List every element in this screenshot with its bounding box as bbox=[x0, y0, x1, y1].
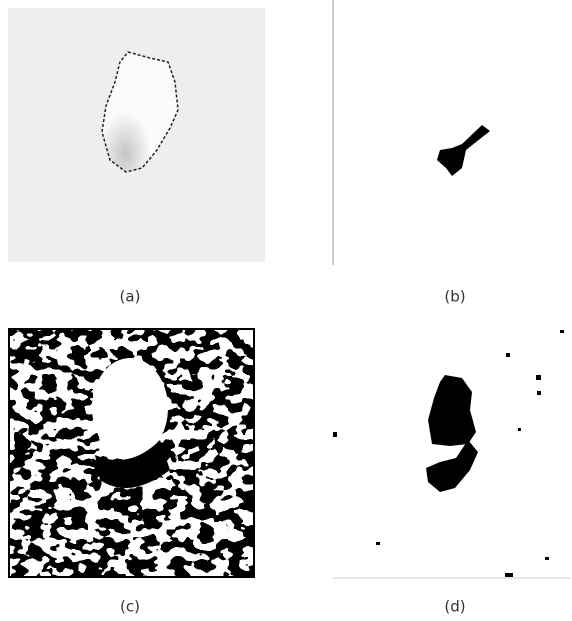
caption: (a) bbox=[120, 288, 141, 306]
bright-region bbox=[92, 358, 168, 458]
speck bbox=[518, 428, 521, 431]
speck bbox=[536, 375, 541, 380]
panel-d: (d) bbox=[333, 330, 570, 616]
segment bbox=[437, 125, 490, 176]
speck bbox=[506, 353, 510, 357]
speck bbox=[560, 330, 564, 333]
speck bbox=[537, 391, 541, 395]
panel-a: (a) bbox=[8, 8, 265, 306]
speck bbox=[545, 557, 549, 560]
panel-b: (b) bbox=[333, 0, 490, 306]
segment bbox=[428, 375, 476, 446]
speck bbox=[333, 432, 337, 437]
segment bbox=[426, 440, 478, 492]
figure: (a) (b) (c) (d) bbox=[0, 0, 572, 621]
panel-c: (c) bbox=[9, 329, 254, 616]
caption: (b) bbox=[444, 288, 465, 306]
caption: (d) bbox=[444, 598, 465, 616]
speck bbox=[505, 573, 513, 577]
speck bbox=[376, 542, 380, 545]
caption: (c) bbox=[120, 598, 140, 616]
